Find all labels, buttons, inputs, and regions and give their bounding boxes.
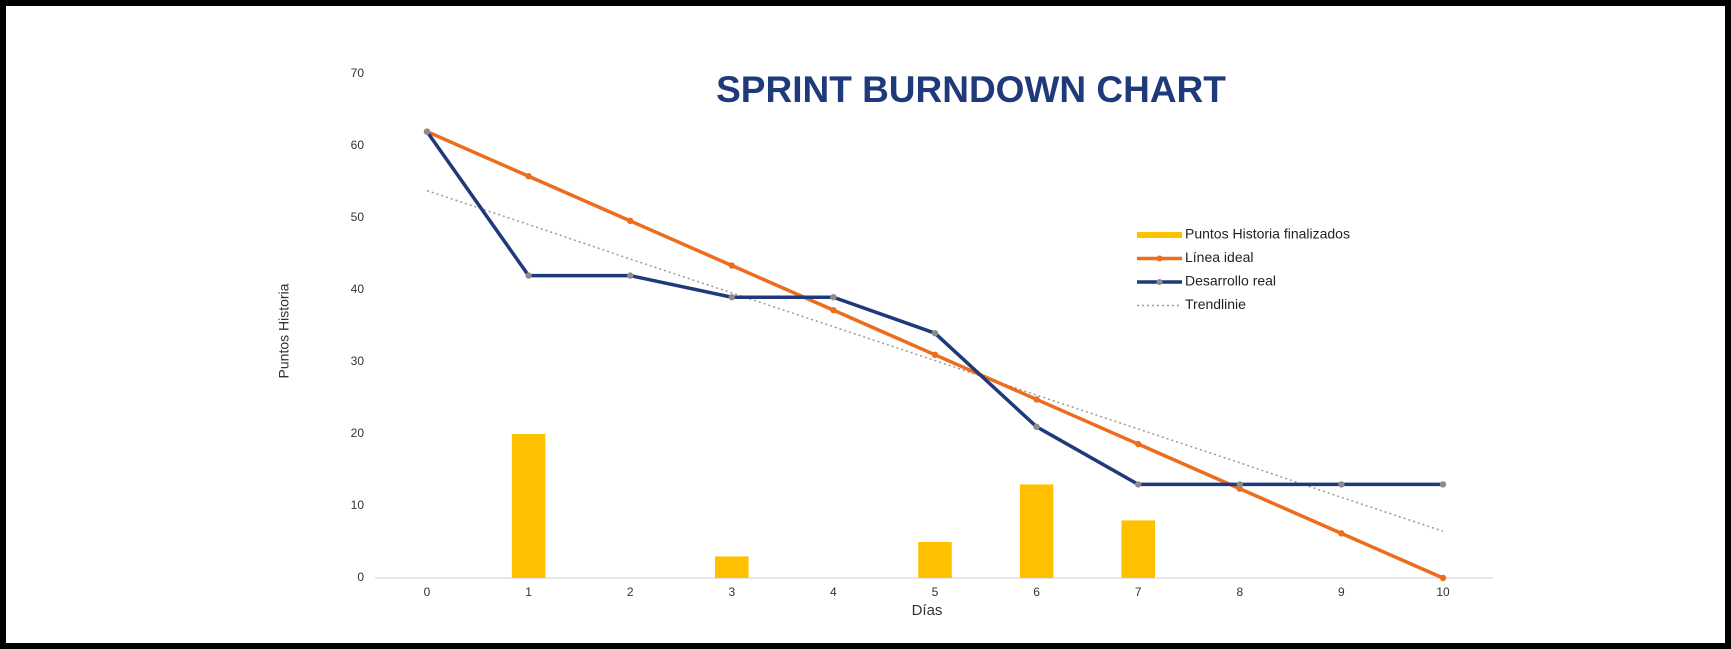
x-tick-label: 10 — [1436, 585, 1450, 599]
point — [830, 294, 837, 301]
point — [1338, 481, 1345, 488]
bar — [715, 556, 749, 578]
legend-label: Puntos Historia finalizados — [1185, 226, 1350, 242]
y-tick-label: 60 — [351, 138, 365, 152]
point — [1135, 481, 1142, 488]
legend-label: Línea ideal — [1185, 249, 1254, 265]
y-axis-label: Puntos Historia — [276, 283, 292, 378]
y-tick-label: 70 — [351, 66, 365, 80]
point — [931, 330, 939, 337]
point — [1439, 481, 1447, 488]
chart-title: SPRINT BURNDOWN CHART — [716, 69, 1226, 110]
point — [627, 217, 634, 225]
x-tick-label: 5 — [932, 585, 939, 599]
y-tick-label: 40 — [351, 282, 365, 296]
bar — [1019, 484, 1054, 578]
x-tick-label: 7 — [1135, 585, 1142, 599]
x-tick-label: 8 — [1236, 585, 1243, 599]
bar — [511, 434, 546, 578]
point — [525, 272, 532, 279]
y-tick-label: 10 — [351, 498, 365, 512]
point — [627, 272, 634, 279]
x-tick-label: 1 — [525, 585, 532, 599]
legend-marker — [1156, 255, 1163, 262]
point — [931, 351, 939, 358]
legend-marker — [1156, 279, 1163, 285]
x-tick-label: 9 — [1338, 585, 1345, 599]
bar — [918, 542, 952, 578]
point — [1033, 423, 1040, 430]
point — [423, 128, 431, 135]
legend-swatch — [1137, 232, 1182, 238]
x-axis-label: Días — [912, 602, 943, 619]
x-tick-label: 2 — [627, 585, 634, 599]
x-tick-label: 6 — [1033, 585, 1040, 599]
y-tick-label: 0 — [357, 570, 364, 584]
y-tick-label: 50 — [351, 210, 365, 224]
point — [728, 262, 735, 269]
point — [830, 306, 837, 314]
point — [1338, 530, 1345, 537]
point — [525, 173, 532, 180]
x-tick-label: 3 — [728, 585, 735, 599]
point — [1033, 396, 1040, 403]
legend-label: Trendlinie — [1185, 296, 1246, 312]
point — [1439, 574, 1447, 582]
x-tick-label: 4 — [830, 585, 837, 599]
y-tick-label: 30 — [351, 354, 365, 368]
y-tick-label: 20 — [351, 426, 365, 440]
x-tick-label: 0 — [424, 585, 431, 599]
point — [1135, 440, 1142, 448]
trend-line — [426, 189, 1444, 532]
point — [1236, 481, 1244, 488]
point — [728, 294, 735, 301]
legend-label: Desarrollo real — [1185, 273, 1276, 289]
bar — [1121, 520, 1155, 578]
